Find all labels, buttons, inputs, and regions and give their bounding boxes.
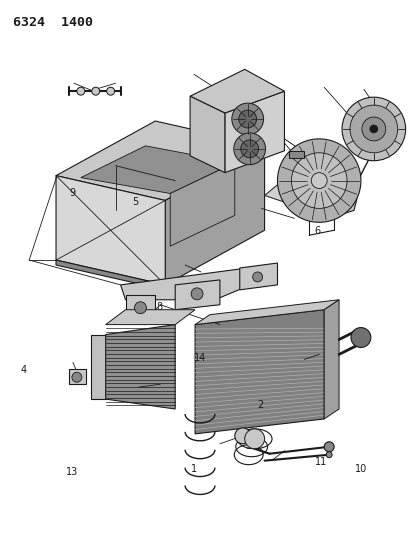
Polygon shape (91, 335, 106, 399)
Polygon shape (195, 310, 324, 434)
Polygon shape (190, 96, 225, 173)
Polygon shape (324, 300, 339, 419)
Circle shape (239, 110, 257, 128)
Circle shape (342, 97, 406, 161)
Circle shape (311, 173, 327, 189)
Polygon shape (195, 300, 339, 325)
Text: 7: 7 (213, 147, 219, 157)
Text: 14: 14 (194, 352, 206, 362)
Circle shape (235, 428, 251, 444)
Polygon shape (190, 69, 284, 113)
Text: 4: 4 (21, 365, 27, 375)
Circle shape (77, 87, 85, 95)
Circle shape (106, 87, 115, 95)
Text: 12: 12 (263, 120, 275, 130)
Polygon shape (264, 171, 295, 205)
Polygon shape (225, 91, 284, 173)
Circle shape (350, 105, 398, 153)
Text: 1: 1 (191, 464, 197, 474)
Text: 10: 10 (355, 464, 367, 474)
Circle shape (277, 139, 361, 222)
Circle shape (326, 452, 332, 458)
Polygon shape (295, 149, 359, 219)
Circle shape (245, 429, 264, 449)
Circle shape (351, 328, 371, 348)
Text: 6324  1400: 6324 1400 (13, 15, 93, 29)
Circle shape (370, 125, 378, 133)
Circle shape (241, 140, 259, 158)
Circle shape (324, 442, 334, 452)
Polygon shape (81, 146, 235, 193)
Circle shape (253, 272, 263, 282)
Circle shape (232, 103, 264, 135)
Polygon shape (56, 260, 165, 290)
Polygon shape (56, 175, 165, 285)
Circle shape (72, 372, 82, 382)
Polygon shape (106, 310, 195, 325)
Polygon shape (240, 263, 277, 290)
Polygon shape (170, 163, 235, 246)
Circle shape (362, 117, 386, 141)
Text: 3: 3 (246, 441, 252, 451)
Polygon shape (175, 280, 220, 310)
Text: 6: 6 (315, 225, 321, 236)
Text: 11: 11 (315, 457, 328, 467)
Circle shape (291, 153, 347, 208)
Polygon shape (56, 121, 264, 200)
Circle shape (135, 302, 146, 314)
Polygon shape (121, 265, 275, 300)
Circle shape (234, 133, 266, 165)
Polygon shape (289, 151, 304, 158)
Text: 9: 9 (69, 189, 75, 198)
Text: 5: 5 (132, 197, 138, 207)
Text: 13: 13 (66, 467, 78, 477)
Polygon shape (69, 369, 86, 384)
Polygon shape (126, 295, 155, 320)
Circle shape (92, 87, 100, 95)
Circle shape (191, 288, 203, 300)
Polygon shape (106, 325, 175, 409)
Text: 8: 8 (156, 302, 162, 312)
Text: 2: 2 (257, 400, 264, 410)
Polygon shape (165, 146, 264, 285)
